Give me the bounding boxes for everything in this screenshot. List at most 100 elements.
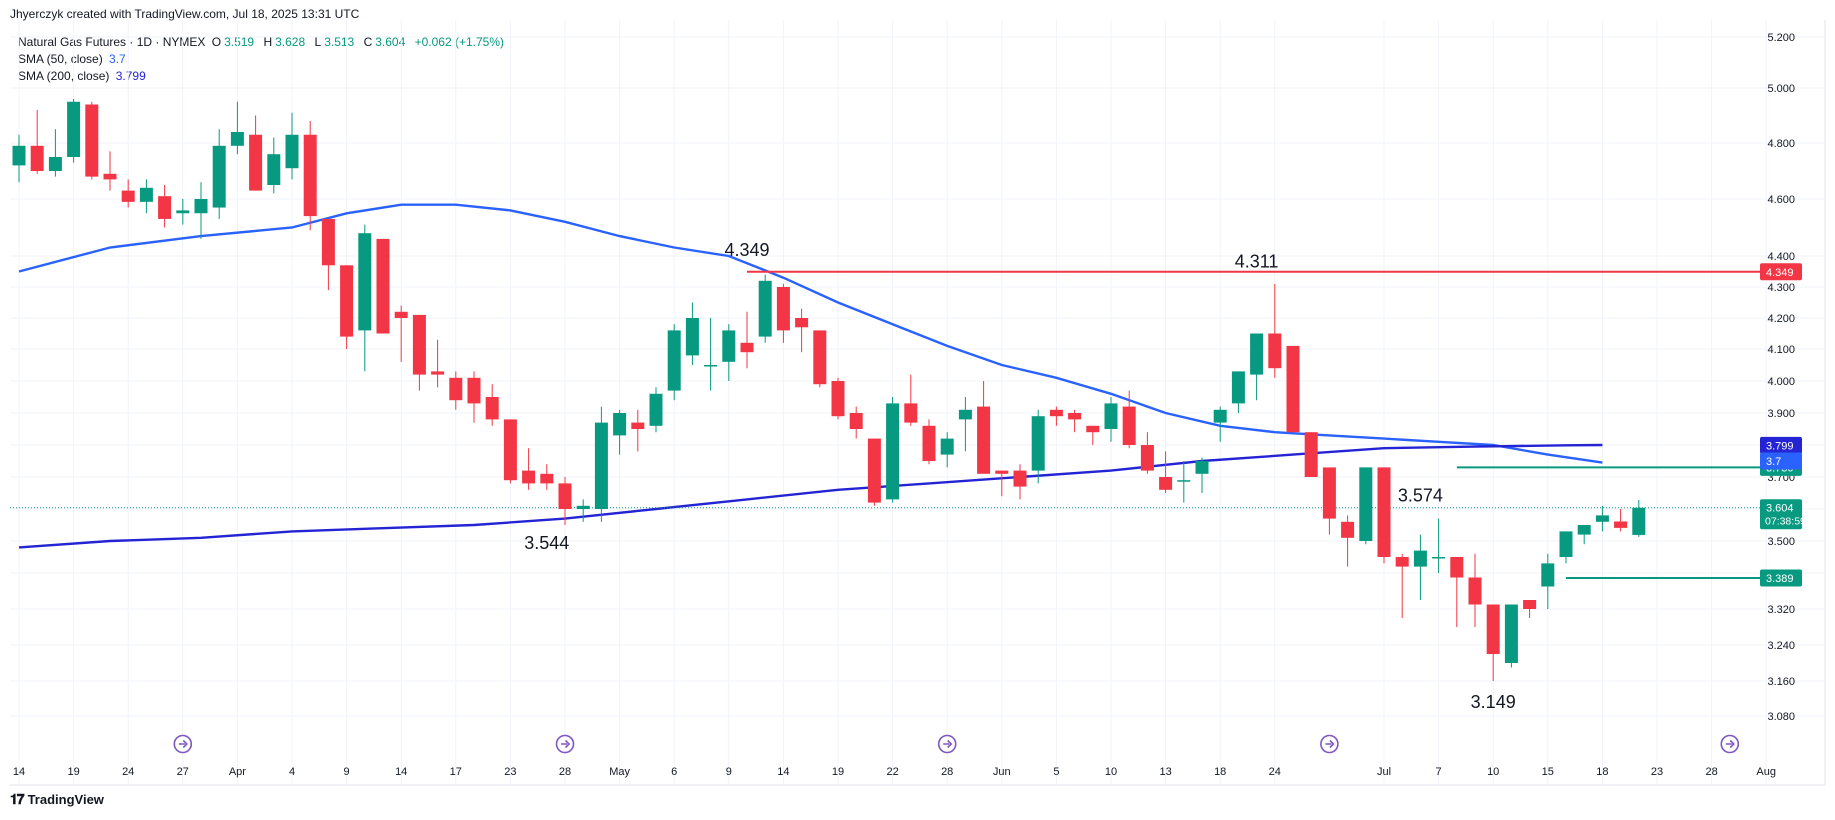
event-marker-icon[interactable] xyxy=(173,734,193,754)
candle[interactable] xyxy=(995,470,1009,497)
candle-body[interactable] xyxy=(1377,467,1391,557)
candle[interactable] xyxy=(667,324,681,401)
candle-body[interactable] xyxy=(249,134,263,191)
candle[interactable] xyxy=(740,311,754,369)
candle-body[interactable] xyxy=(685,318,699,356)
candle[interactable] xyxy=(285,112,299,180)
candle-body[interactable] xyxy=(831,381,845,417)
candle-body[interactable] xyxy=(922,425,936,461)
symbol-title[interactable]: Natural Gas Futures · 1D · NYMEX xyxy=(18,35,206,49)
candle-body[interactable] xyxy=(503,419,517,481)
candle[interactable] xyxy=(558,477,572,525)
event-marker-icon[interactable] xyxy=(1320,734,1339,754)
legend-sma200-row[interactable]: SMA (200, close) 3.799 xyxy=(18,68,507,85)
candle[interactable] xyxy=(1450,557,1464,627)
candle-body[interactable] xyxy=(158,196,172,219)
candle-body[interactable] xyxy=(340,265,354,337)
candle-body[interactable] xyxy=(1432,557,1446,559)
candle-body[interactable] xyxy=(48,157,62,171)
candle-body[interactable] xyxy=(194,199,208,214)
candle-body[interactable] xyxy=(1632,507,1646,535)
candle[interactable] xyxy=(176,199,190,225)
candle-body[interactable] xyxy=(121,190,135,202)
candle-body[interactable] xyxy=(1268,333,1282,369)
candlesticks[interactable] xyxy=(12,99,1646,681)
candle-body[interactable] xyxy=(667,330,681,391)
candle[interactable] xyxy=(158,185,172,228)
candle-body[interactable] xyxy=(758,280,772,337)
candle-body[interactable] xyxy=(139,187,153,202)
candle-body[interactable] xyxy=(613,413,627,436)
candle[interactable] xyxy=(1177,461,1191,503)
candle-body[interactable] xyxy=(940,438,954,455)
candle[interactable] xyxy=(1286,345,1300,433)
candle[interactable] xyxy=(48,129,62,177)
candle[interactable] xyxy=(1541,553,1555,609)
candle-body[interactable] xyxy=(485,397,499,420)
candle-body[interactable] xyxy=(1504,604,1518,664)
candle-body[interactable] xyxy=(1304,432,1318,477)
candle-body[interactable] xyxy=(176,210,190,214)
candle[interactable] xyxy=(1377,467,1391,564)
candle-body[interactable] xyxy=(1468,577,1482,605)
candle-body[interactable] xyxy=(1213,409,1227,423)
candle-body[interactable] xyxy=(576,505,590,509)
candle-body[interactable] xyxy=(1450,557,1464,578)
candle[interactable] xyxy=(503,419,517,484)
candle-body[interactable] xyxy=(285,134,299,169)
candle[interactable] xyxy=(303,121,317,231)
candle-body[interactable] xyxy=(1486,604,1500,655)
candle[interactable] xyxy=(1268,283,1282,378)
candle[interactable] xyxy=(631,409,645,452)
candle-body[interactable] xyxy=(904,403,918,423)
candle[interactable] xyxy=(1304,432,1318,477)
candle-body[interactable] xyxy=(649,393,663,426)
candle[interactable] xyxy=(958,397,972,452)
candle[interactable] xyxy=(1322,467,1336,535)
legend-sma50-row[interactable]: SMA (50, close) 3.7 xyxy=(18,51,507,68)
candle-body[interactable] xyxy=(1177,480,1191,482)
candle[interactable] xyxy=(776,283,790,343)
candle-body[interactable] xyxy=(467,377,481,404)
candle[interactable] xyxy=(1159,451,1173,493)
candle[interactable] xyxy=(886,397,900,503)
candle[interactable] xyxy=(358,224,372,372)
candle[interactable] xyxy=(376,238,390,334)
event-marker-icon[interactable] xyxy=(1720,734,1740,754)
candle-body[interactable] xyxy=(813,330,827,385)
candle-body[interactable] xyxy=(1359,467,1373,541)
candle-body[interactable] xyxy=(376,238,390,334)
candle-body[interactable] xyxy=(30,145,44,171)
candle[interactable] xyxy=(85,101,99,180)
candle[interactable] xyxy=(121,179,135,208)
candle-body[interactable] xyxy=(267,154,281,185)
event-markers[interactable] xyxy=(173,734,1740,754)
candle-body[interactable] xyxy=(958,409,972,420)
candle[interactable] xyxy=(685,302,699,366)
candle[interactable] xyxy=(1504,604,1518,668)
candle[interactable] xyxy=(267,137,281,194)
candle-body[interactable] xyxy=(103,173,117,180)
candle[interactable] xyxy=(1359,467,1373,545)
candle-body[interactable] xyxy=(1159,477,1173,490)
candle-body[interactable] xyxy=(522,470,536,484)
candle-body[interactable] xyxy=(631,422,645,429)
candle-body[interactable] xyxy=(1049,409,1063,417)
candle-body[interactable] xyxy=(303,134,317,217)
candle[interactable] xyxy=(194,182,208,239)
candle[interactable] xyxy=(1468,553,1482,627)
candle[interactable] xyxy=(758,274,772,343)
candle[interactable] xyxy=(67,99,81,163)
event-marker-icon[interactable] xyxy=(555,734,575,754)
candle[interactable] xyxy=(1614,509,1628,532)
candle[interactable] xyxy=(795,308,809,353)
candle[interactable] xyxy=(922,419,936,465)
candle-body[interactable] xyxy=(558,483,572,509)
candle[interactable] xyxy=(813,330,827,388)
candle[interactable] xyxy=(449,371,463,410)
candle-body[interactable] xyxy=(740,342,754,353)
candle-body[interactable] xyxy=(1523,600,1537,609)
candle[interactable] xyxy=(1122,390,1136,449)
candle-body[interactable] xyxy=(1577,525,1591,535)
candle[interactable] xyxy=(1086,425,1100,445)
